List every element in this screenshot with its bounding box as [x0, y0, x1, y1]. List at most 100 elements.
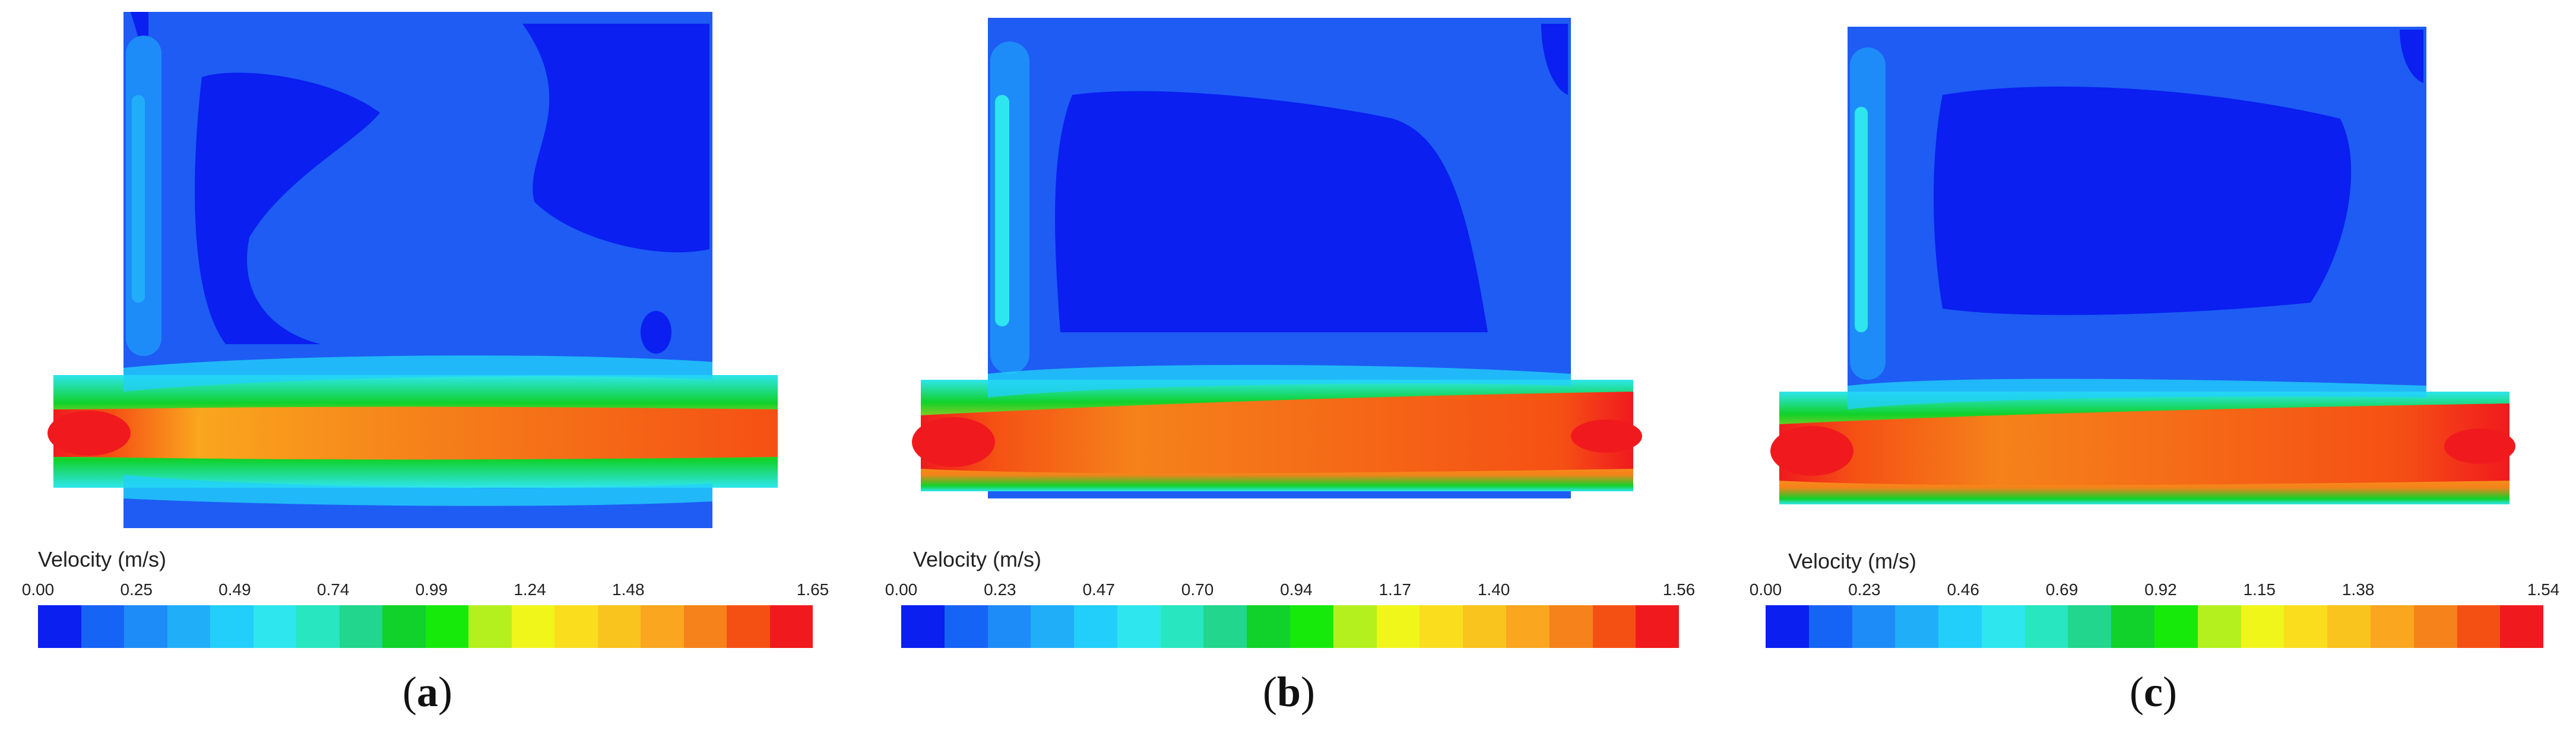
colorbar-tick-label: 0.00 — [21, 580, 55, 599]
colorbar-swatch — [1808, 605, 1852, 648]
shear-layer — [988, 365, 1571, 398]
colorbar-swatch — [1117, 605, 1161, 648]
colorbar-tick-label: 0.00 — [1749, 580, 1782, 599]
wall-jet — [1855, 107, 1868, 332]
colorbar-swatch — [2068, 605, 2112, 648]
panel-b: Velocity (m/s) 0.00 0.23 0.47 0.70 0.94 1.17 1… — [858, 0, 1717, 734]
colorbar-swatch — [2241, 605, 2285, 648]
colorbar-swatch — [382, 605, 426, 648]
colorbar-swatch — [901, 605, 945, 648]
colorbar-tick-label: 1.38 — [2341, 580, 2375, 599]
colorbar-swatch — [253, 605, 296, 648]
colorbar-swatch — [425, 605, 468, 648]
colorbar-swatch — [2370, 605, 2414, 648]
colorbar-tick-label: 0.92 — [2144, 580, 2177, 599]
panel-caption: (a) — [403, 668, 452, 716]
colorbar-swatch — [2197, 605, 2241, 648]
colorbar-tick-label: 0.69 — [2045, 580, 2078, 599]
colorbar-swatch — [987, 605, 1031, 648]
shear-layer — [1848, 379, 2426, 409]
panel-caption: (c) — [2130, 668, 2177, 716]
legend-title: Velocity (m/s) — [913, 547, 1042, 571]
colorbar-tick-label: 0.94 — [1280, 580, 1313, 599]
low-velocity-zone — [195, 72, 380, 344]
colorbar-swatch — [2284, 605, 2328, 648]
outlet-core — [2444, 428, 2515, 464]
colorbar-swatch — [296, 605, 340, 648]
colorbar-swatch — [727, 605, 770, 648]
colorbar-swatch — [2500, 605, 2544, 648]
inlet-core — [47, 411, 131, 456]
colorbar-tick-label: 0.25 — [120, 580, 153, 599]
colorbar-swatch — [468, 605, 512, 648]
legend-title: Velocity (m/s) — [1788, 549, 1917, 573]
colorbar-tick-label: 0.74 — [316, 580, 350, 599]
colorbar-swatch — [339, 605, 382, 648]
contour-plot-c — [1770, 27, 2515, 504]
colorbar-swatch — [2457, 605, 2501, 648]
colorbar-swatch — [124, 605, 167, 648]
colorbar-swatch — [769, 605, 813, 648]
colorbar-swatch — [1592, 605, 1636, 648]
colorbar-tick-label: 0.47 — [1082, 580, 1115, 599]
colorbar-swatch — [1290, 605, 1333, 648]
colorbar-swatch — [641, 605, 684, 648]
colorbar-swatch — [1420, 605, 1463, 648]
jet-core — [1779, 403, 2510, 485]
colorbar-swatch — [1981, 605, 2025, 648]
colorbar-swatch — [1506, 605, 1550, 648]
low-velocity-zone — [2400, 30, 2423, 83]
colorbar — [38, 605, 813, 648]
panel-c: Velocity (m/s) 0.00 0.23 0.46 0.69 0.92 1.15 1… — [1717, 0, 2576, 734]
panel-a: Velocity (m/s) 0.00 0.25 0.49 0.74 0.99 1.24 1… — [0, 0, 858, 734]
colorbar-tick-label: 1.56 — [1662, 580, 1696, 599]
colorbar-swatch — [1463, 605, 1506, 648]
contour-plot-a — [47, 12, 778, 528]
outlet-core — [1571, 420, 1642, 453]
colorbar-tick-label: 0.00 — [885, 580, 918, 599]
colorbar-swatch — [1031, 605, 1075, 648]
inlet-core — [1770, 426, 1853, 476]
colorbar-swatch — [2024, 605, 2068, 648]
colorbar-swatch — [1938, 605, 1982, 648]
colorbar-swatch — [210, 605, 254, 648]
colorbar-tick-label: 1.65 — [796, 580, 829, 599]
colorbar-tick-label: 0.49 — [218, 580, 251, 599]
legend-title: Velocity (m/s) — [38, 547, 167, 571]
colorbar-swatch — [1074, 605, 1117, 648]
colorbar-swatch — [2111, 605, 2155, 648]
colorbar-swatch — [597, 605, 641, 648]
wall-jet — [132, 95, 145, 303]
colorbar-swatch — [1203, 605, 1247, 648]
colorbar-swatch — [1160, 605, 1204, 648]
colorbar — [1766, 605, 2544, 648]
wall-jet — [995, 95, 1009, 326]
colorbar-tick-label: 0.23 — [1848, 580, 1881, 599]
jet-core — [921, 392, 1633, 474]
colorbar-swatch — [2154, 605, 2198, 648]
colorbar-swatch — [1852, 605, 1896, 648]
colorbar-tick-label: 0.46 — [1947, 580, 1979, 599]
colorbar-tick-label: 1.24 — [514, 580, 546, 599]
low-velocity-zone — [522, 24, 709, 253]
low-velocity-zone — [1055, 91, 1488, 332]
colorbar-swatch — [1636, 605, 1680, 648]
colorbar-tick-label: 1.48 — [612, 580, 645, 599]
colorbar-swatch — [1549, 605, 1593, 648]
colorbar-tick-label: 1.17 — [1379, 580, 1411, 599]
contour-plot-b — [912, 18, 1642, 498]
colorbar — [901, 605, 1680, 648]
inlet-core — [912, 417, 995, 467]
colorbar-swatch — [511, 605, 555, 648]
jet-core — [53, 406, 778, 460]
colorbar-swatch — [683, 605, 727, 648]
colorbar-swatch — [1376, 605, 1420, 648]
colorbar-swatch — [81, 605, 124, 648]
colorbar-swatch — [1247, 605, 1291, 648]
colorbar-tick-label: 0.23 — [984, 580, 1016, 599]
panel-caption: (b) — [1262, 668, 1316, 716]
low-velocity-zone — [1541, 24, 1568, 95]
colorbar-swatch — [2327, 605, 2371, 648]
colorbar-tick-label: 0.70 — [1181, 580, 1214, 599]
low-velocity-zone — [1934, 86, 2352, 315]
